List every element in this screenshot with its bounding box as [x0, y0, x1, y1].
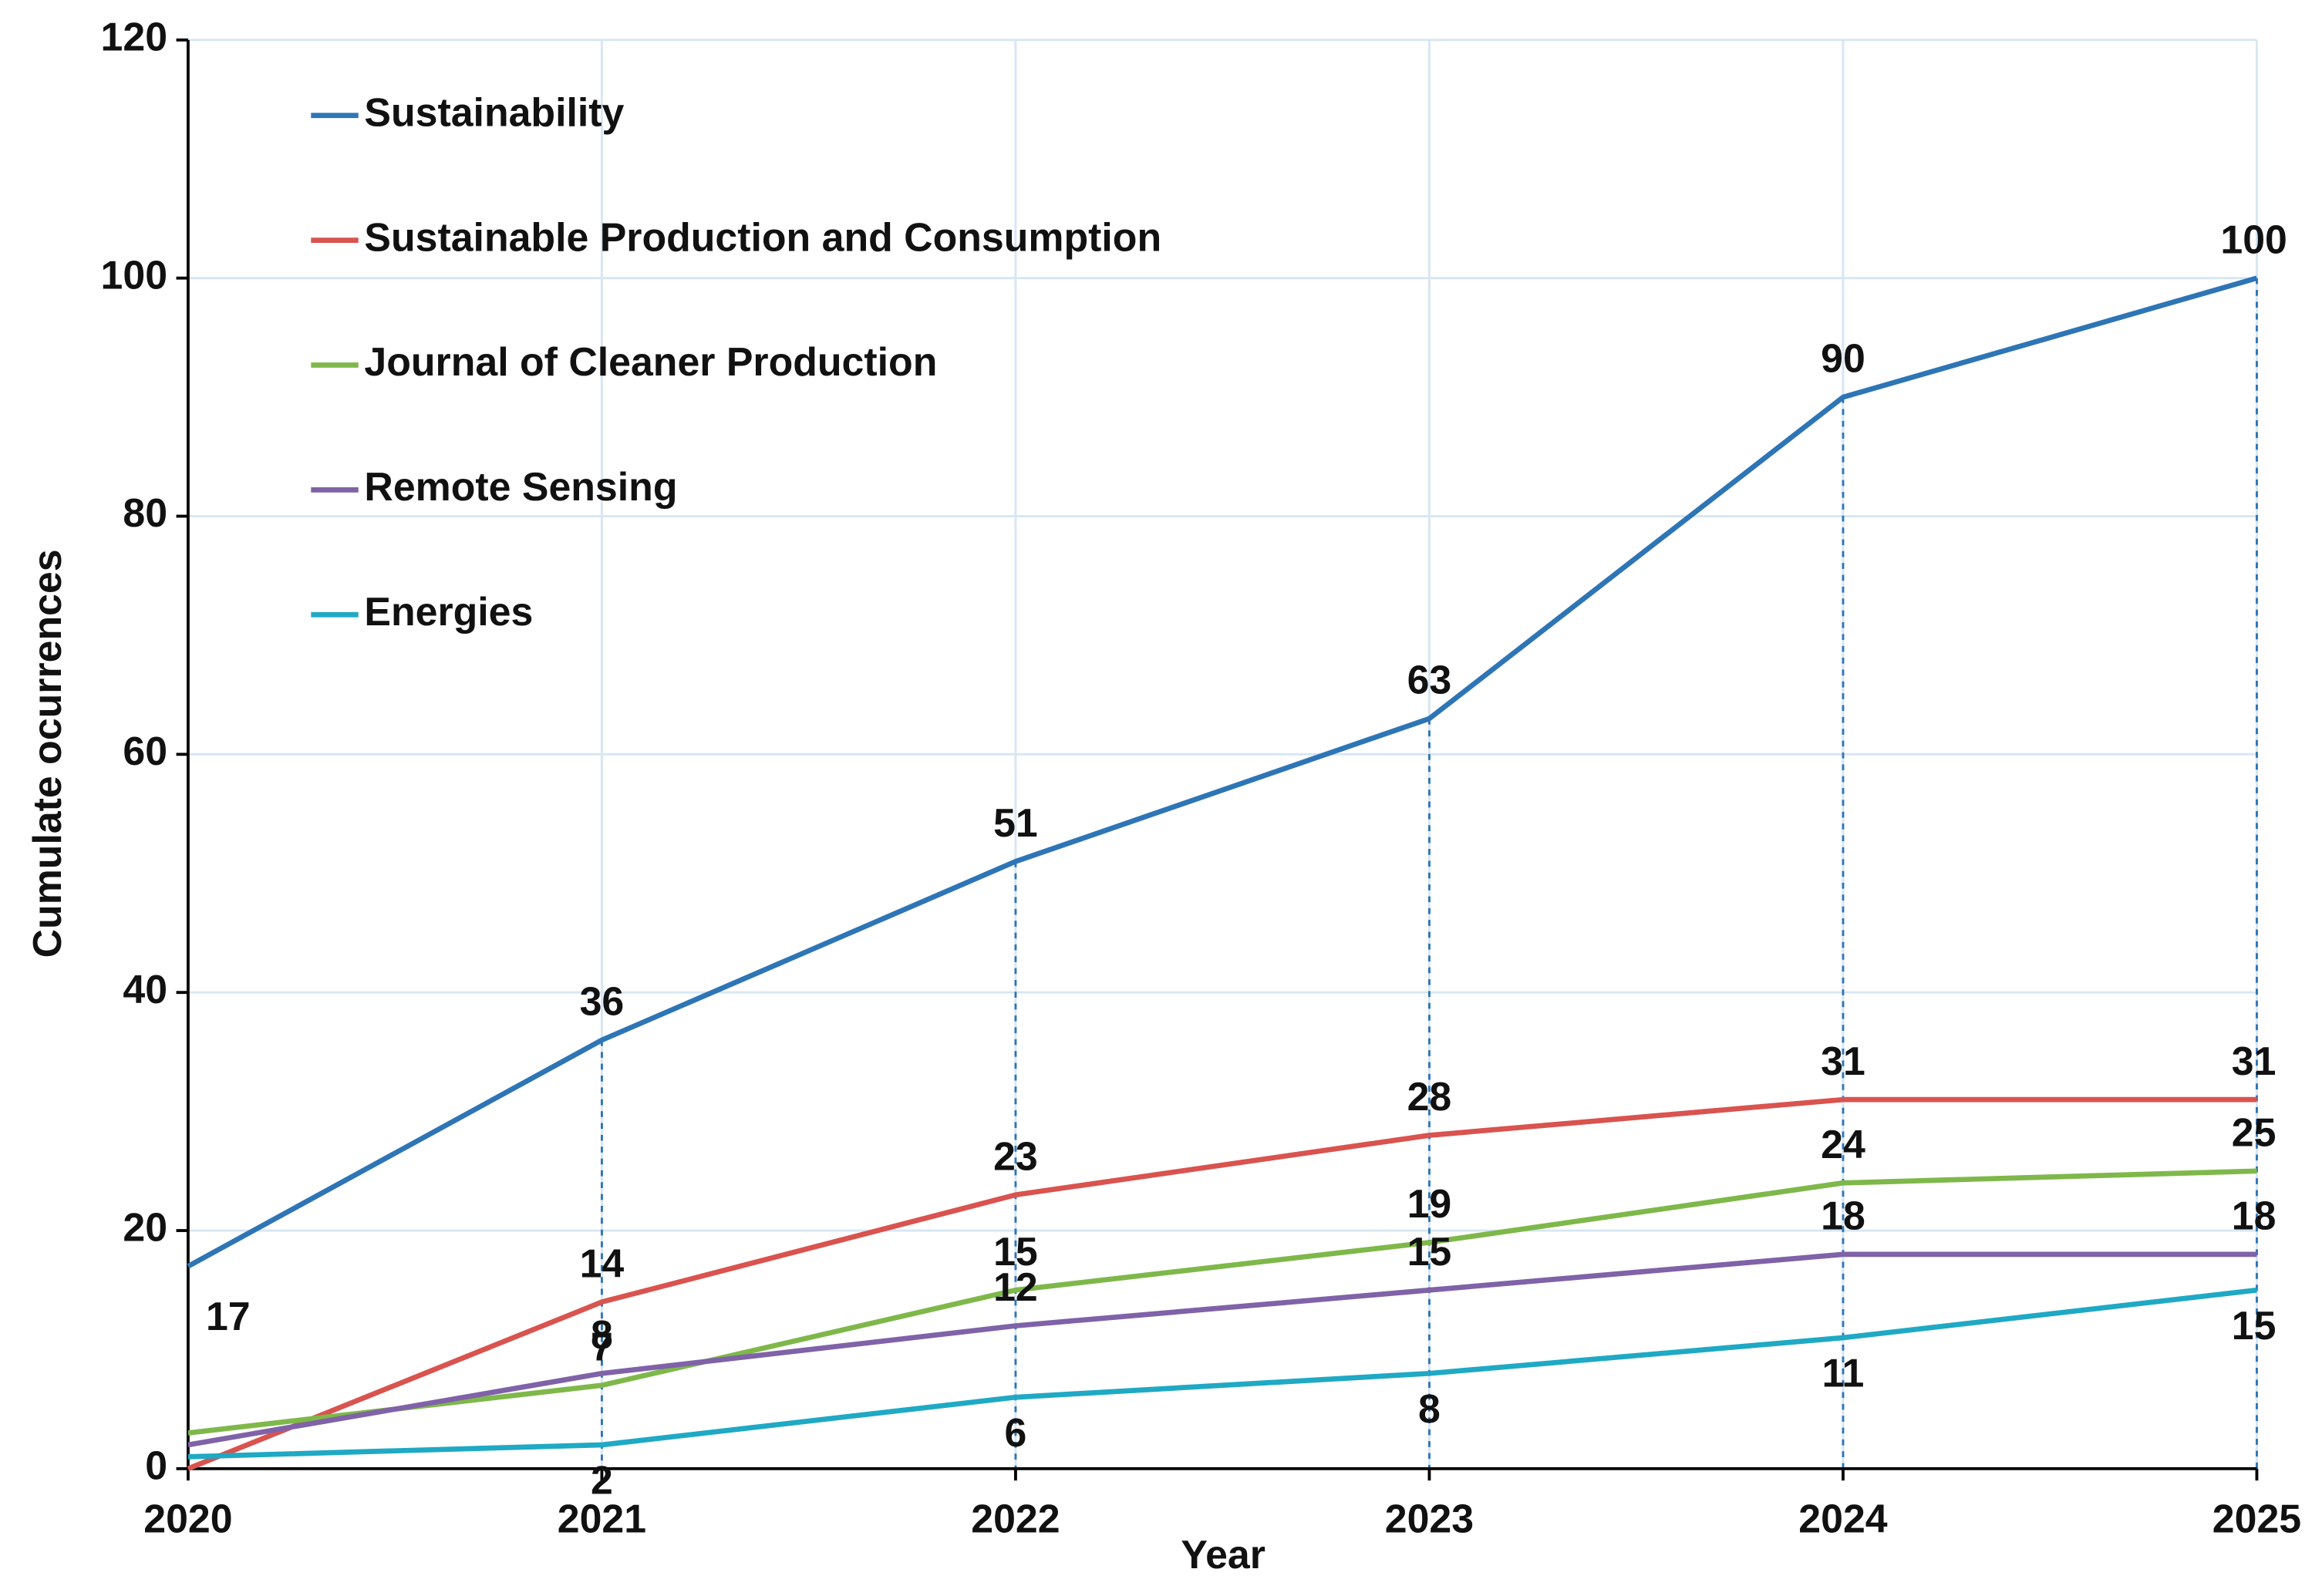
y-tick-label: 40: [123, 967, 167, 1012]
data-label: 14: [580, 1241, 625, 1285]
y-tick-label: 20: [123, 1205, 167, 1250]
series-line: [187, 1168, 2257, 1436]
data-label: 36: [580, 979, 625, 1024]
data-label: 6: [1005, 1410, 1027, 1455]
legend-label: Energies: [364, 589, 533, 634]
data-label: 15: [2232, 1303, 2277, 1348]
x-tick-label: 2021: [558, 1497, 646, 1541]
data-label: 51: [993, 800, 1038, 845]
data-label: 12: [993, 1264, 1038, 1309]
x-tick-label: 2024: [1798, 1497, 1887, 1541]
data-label: 90: [1821, 336, 1865, 381]
x-tick-label: 2020: [143, 1497, 232, 1541]
data-label: 7: [591, 1324, 613, 1369]
legend-label: Sustainability: [364, 89, 624, 134]
data-label: 100: [2220, 217, 2287, 261]
data-label: 11: [1822, 1351, 1865, 1396]
y-tick-label: 120: [101, 15, 167, 59]
series-line: [187, 1251, 2257, 1448]
y-axis-title: Cumulate ocurrences: [25, 549, 69, 958]
data-label: 18: [1821, 1194, 1865, 1238]
data-label: 63: [1407, 658, 1452, 702]
data-label: 8: [591, 1312, 613, 1357]
x-tick-label: 2022: [971, 1497, 1060, 1541]
legend-label: Journal of Cleaner Production: [364, 339, 937, 384]
x-tick-label: 2025: [2212, 1497, 2301, 1541]
series-line: [187, 275, 2258, 1269]
legend-label: Sustainable Production and Consumption: [364, 214, 1161, 259]
data-label: 19: [1407, 1181, 1452, 1226]
y-tick-label: 60: [123, 729, 167, 773]
x-axis-title: Year: [1181, 1532, 1265, 1577]
data-label: 31: [1821, 1039, 1865, 1083]
data-label: 17: [206, 1294, 251, 1338]
data-label: 2: [591, 1458, 613, 1503]
y-tick-label: 100: [101, 252, 167, 297]
data-label: 18: [2232, 1194, 2277, 1238]
x-tick-label: 2023: [1385, 1497, 1474, 1541]
series-line: [187, 1287, 2257, 1460]
data-label: 15: [993, 1229, 1038, 1274]
legend-label: Remote Sensing: [364, 464, 677, 509]
data-label: 28: [1407, 1074, 1452, 1119]
y-tick-label: 80: [123, 490, 167, 535]
y-tick-label: 0: [145, 1443, 167, 1488]
data-label: 8: [1418, 1386, 1441, 1431]
data-label: 24: [1821, 1122, 1865, 1167]
series-line: [187, 1096, 2257, 1471]
data-label: 15: [1407, 1229, 1452, 1274]
data-label: 25: [2232, 1109, 2277, 1154]
data-label: 23: [993, 1133, 1038, 1178]
data-label: 31: [2232, 1039, 2277, 1083]
